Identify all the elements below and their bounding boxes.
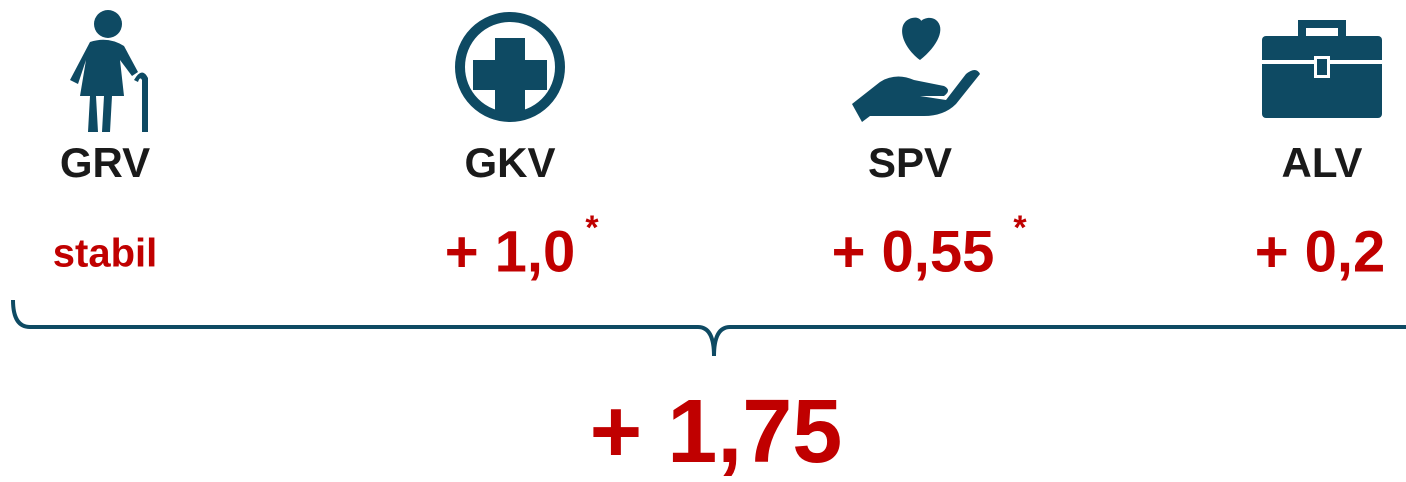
icon-care [852,17,980,122]
icon-briefcase [1262,20,1382,118]
item-label: ALV [1282,139,1363,186]
item-note: * [1013,209,1027,247]
item-value: stabil [53,232,157,276]
item-value: + 1,0 [445,219,576,284]
item-label: SPV [868,139,952,186]
item-note: * [585,209,599,247]
item-label: GKV [464,139,555,186]
total-value: + 1,75 [590,382,843,482]
item-value: + 0,2 [1255,219,1386,284]
icon-elderly [70,10,148,132]
icon-health [455,12,565,122]
item-label: GRV [60,139,150,186]
item-value: + 0,55 [832,219,995,284]
brace [11,299,1406,357]
